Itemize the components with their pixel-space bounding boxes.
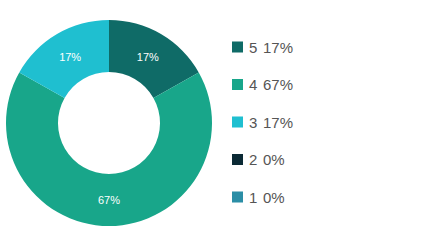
legend-value: 0% <box>263 151 285 168</box>
legend-swatch <box>232 79 243 90</box>
legend-value: 17% <box>263 39 293 56</box>
slice <box>19 20 109 98</box>
legend-label: 3 <box>249 114 257 131</box>
legend-item: 5 17% <box>232 39 293 56</box>
legend-swatch <box>232 154 243 165</box>
data-label: 17% <box>137 51 159 63</box>
data-label: 67% <box>98 194 120 206</box>
chart: 17% 67% 17% 5 17% 4 67% 3 17% 2 0% 1 0% <box>0 0 443 246</box>
legend-swatch <box>232 192 243 203</box>
legend-label: 4 <box>249 76 257 93</box>
slice <box>6 72 212 226</box>
data-labels: 17% 67% 17% <box>59 51 159 206</box>
legend-value: 17% <box>263 114 293 131</box>
legend-value: 67% <box>263 76 293 93</box>
legend-label: 1 <box>249 189 257 206</box>
legend-label: 2 <box>249 151 257 168</box>
legend-item: 3 17% <box>232 114 293 131</box>
data-label: 17% <box>59 51 81 63</box>
slices <box>6 20 212 226</box>
legend-value: 0% <box>263 189 285 206</box>
legend-item: 4 67% <box>232 76 293 93</box>
legend-swatch <box>232 117 243 128</box>
slice <box>109 20 110 72</box>
legend-swatch <box>232 42 243 53</box>
legend: 5 17% 4 67% 3 17% 2 0% 1 0% <box>232 39 293 206</box>
legend-label: 5 <box>249 39 257 56</box>
legend-item: 2 0% <box>232 151 285 168</box>
legend-item: 1 0% <box>232 189 285 206</box>
slice <box>109 20 110 72</box>
